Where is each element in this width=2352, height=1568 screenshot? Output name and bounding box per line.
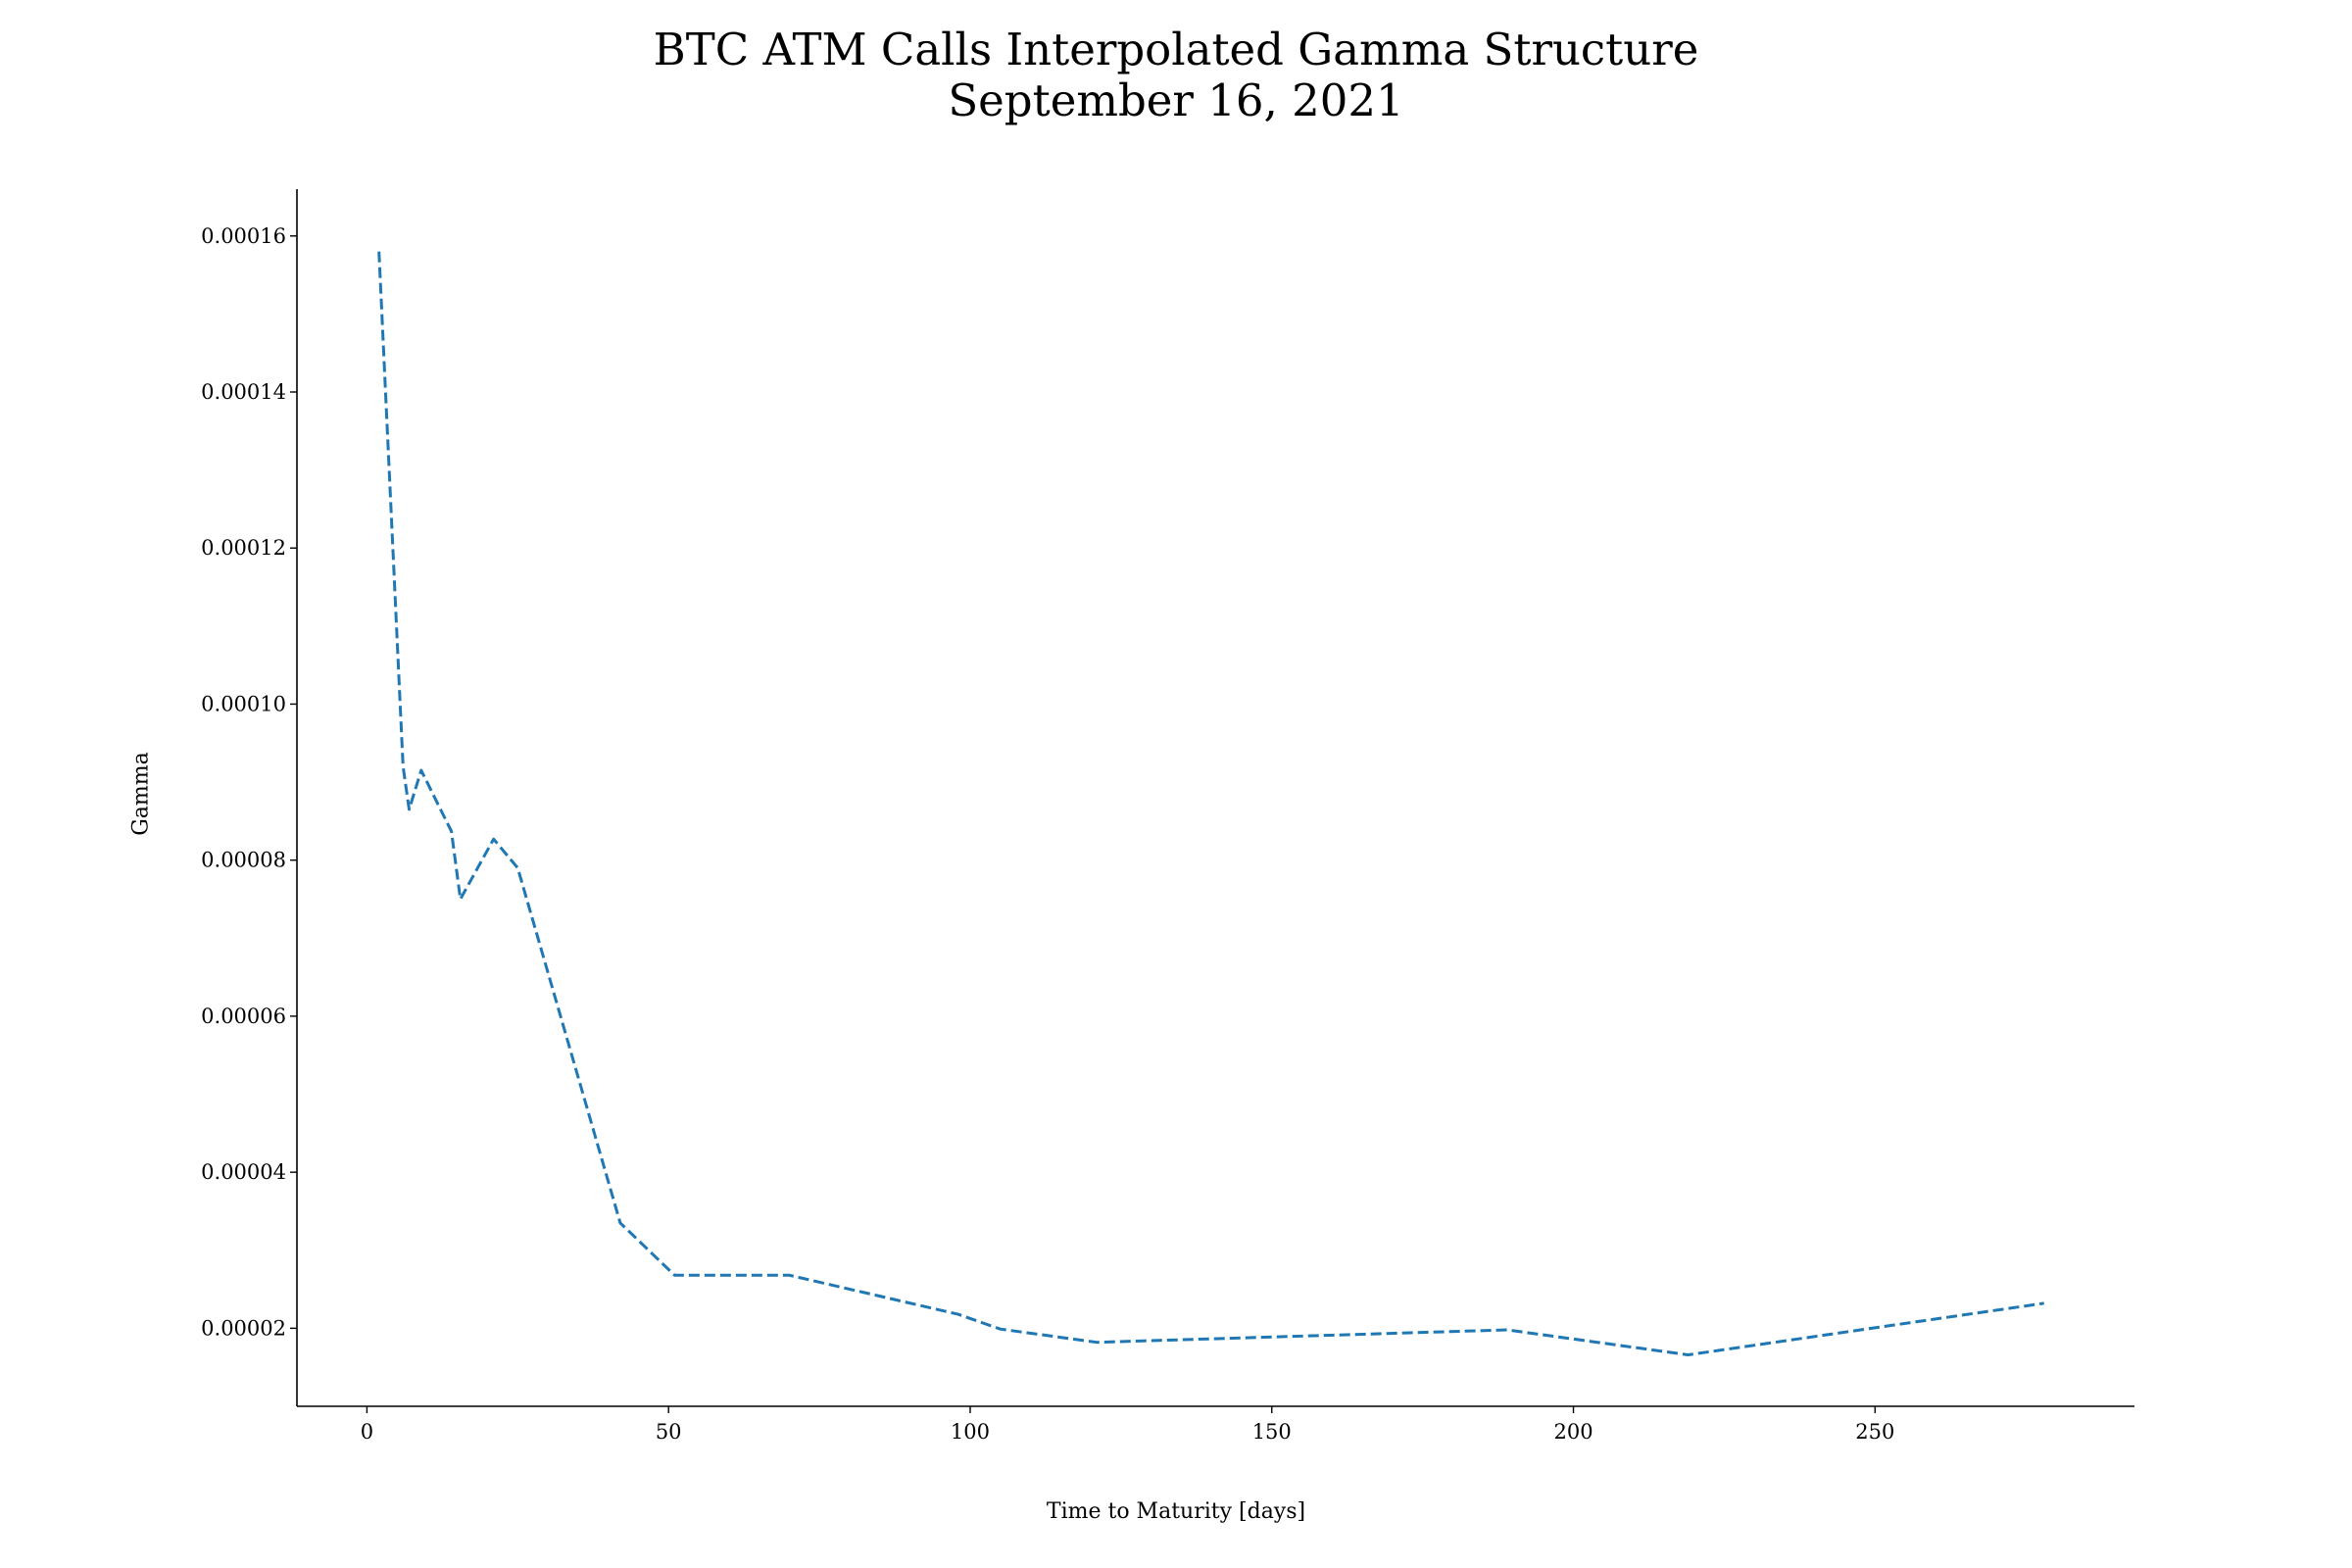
x-tick-label: 100 — [951, 1420, 990, 1444]
x-axis-ticks: 0 50 100 150 200 250 — [361, 1406, 1894, 1444]
y-tick-label: 0.00010 — [201, 692, 286, 715]
chart-axes — [296, 189, 2134, 1407]
x-axis-label: Time to Maturity [days] — [1046, 1499, 1306, 1524]
y-tick-label: 0.00002 — [201, 1316, 286, 1340]
y-tick-label: 0.00014 — [201, 380, 286, 404]
x-tick-label: 150 — [1252, 1420, 1292, 1444]
x-tick-label: 250 — [1855, 1420, 1894, 1444]
y-tick-label: 0.00016 — [201, 224, 286, 248]
x-tick-label: 200 — [1553, 1420, 1592, 1444]
y-tick-label: 0.00012 — [201, 536, 286, 560]
y-axis-ticks: 0.00002 0.00004 0.00006 0.00008 0.00010 0.000… — [201, 224, 297, 1340]
y-tick-label: 0.00006 — [201, 1004, 286, 1028]
chart-subtitle: September 16, 2021 — [948, 74, 1404, 126]
x-tick-label: 0 — [361, 1420, 373, 1444]
y-tick-label: 0.00004 — [201, 1160, 286, 1184]
chart-title: BTC ATM Calls Interpolated Gamma Structu… — [653, 24, 1699, 75]
y-tick-label: 0.00008 — [201, 849, 286, 872]
gamma-series-line — [377, 251, 2044, 1356]
y-axis-label: Gamma — [128, 752, 154, 836]
data-series — [377, 251, 2044, 1356]
x-tick-label: 50 — [656, 1420, 682, 1444]
